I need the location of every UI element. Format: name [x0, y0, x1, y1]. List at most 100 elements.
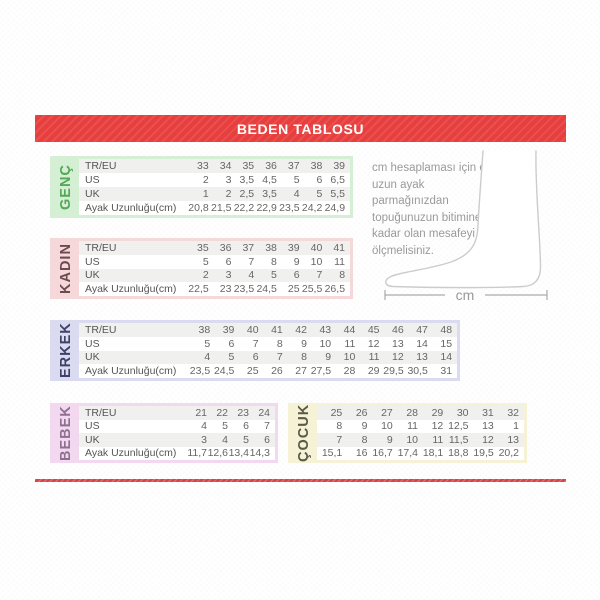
size-cell: 25 — [246, 365, 259, 378]
size-cell: 7 — [252, 337, 259, 350]
row-label: UK — [85, 351, 100, 364]
size-table-bebek: BEBEK TR/EU 21 22 23 24 US 4 5 6 7 UK 3 4 5 6 Ayak Uzun… — [50, 403, 278, 463]
size-table-cocuk: ÇOCUK 25 26 27 28 29 30 31 32 8 9 10 11 12 12,5 13 1 7 8 9… — [288, 403, 527, 463]
size-cell: 13 — [392, 337, 404, 350]
table-row: US 5 6 7 8 9 10 11 — [79, 254, 350, 269]
size-cell: 37 — [287, 160, 300, 172]
size-cell: 8 — [271, 255, 277, 268]
size-cell: 9 — [293, 255, 300, 268]
size-cell: 9 — [386, 433, 393, 446]
size-table-genc-label: GENÇ — [58, 164, 74, 210]
size-cell: 25,5 — [301, 283, 323, 296]
table-row: 7 8 9 10 11 11,5 12 13 — [317, 433, 524, 447]
size-cell: 7 — [336, 433, 343, 446]
row-label: UK — [85, 433, 100, 446]
table-row: Ayak Uzunluğu(cm) 23,5 24,5 25 26 27 27,5 28 29 2… — [79, 364, 457, 378]
size-cell: 10 — [343, 351, 356, 364]
row-label: Ayak Uzunluğu(cm) — [85, 283, 177, 296]
size-table-erkek: ERKEK TR/EU 38 39 40 41 42 43 44 45 46 47 48 US 5 6 7 8 9… — [50, 320, 460, 381]
size-cell: 3,5 — [262, 188, 277, 200]
foot-measurement-figure: cm — [383, 150, 549, 303]
size-cell: 39 — [333, 160, 346, 172]
size-cell: 36 — [265, 160, 277, 172]
size-cell: 10 — [310, 255, 323, 268]
foot-outline-path — [385, 150, 542, 289]
size-cell: 26 — [271, 365, 283, 378]
size-cell: 15,1 — [321, 447, 343, 460]
size-cell: 10 — [319, 337, 332, 350]
size-cell: 30 — [456, 406, 469, 419]
size-cell: 6,5 — [330, 174, 346, 186]
size-cell: 22,2 — [233, 202, 255, 214]
row-label: Ayak Uzunluğu(cm) — [85, 365, 177, 378]
table-row: US 5 6 7 8 9 10 11 12 13 14 15 — [79, 336, 457, 351]
size-cell: 31 — [482, 406, 494, 419]
size-cell: 31 — [440, 365, 453, 378]
table-row: UK 1 2 2,5 3,5 4 5 5,5 — [79, 187, 350, 201]
size-cell: 20,8 — [188, 202, 209, 214]
size-cell: 29 — [431, 406, 444, 419]
size-cell: 2 — [202, 174, 209, 186]
size-cell: 6 — [264, 433, 270, 446]
table-row: 15,1 16 16,7 17,4 18,1 18,8 19,5 20,2 — [317, 446, 524, 460]
row-label: Ayak Uzunluğu(cm) — [85, 447, 177, 460]
size-cell: 7 — [316, 269, 323, 282]
size-cell: 12,6 — [207, 447, 228, 460]
size-table-kadin-label: KADIN — [58, 243, 74, 294]
size-cell: 27 — [381, 406, 393, 419]
instruction-line: uzun ayak parmağınızdan — [372, 178, 449, 208]
size-cell: 2,5 — [239, 188, 255, 200]
size-cell: 4 — [248, 269, 255, 282]
table-row: TR/EU 38 39 40 41 42 43 44 45 46 47 48 — [79, 323, 457, 337]
size-cell: 5 — [316, 188, 323, 200]
size-cell: 12 — [431, 420, 444, 433]
size-cell: 11 — [334, 255, 346, 268]
size-cell: 38 — [310, 160, 323, 172]
size-cell: 10 — [381, 420, 393, 433]
row-label: US — [85, 420, 100, 433]
size-cell: 5,5 — [330, 188, 346, 200]
size-cell: 11 — [432, 433, 444, 446]
size-cell: 8 — [361, 433, 368, 446]
size-cell: 35 — [197, 241, 209, 254]
size-cell: 21 — [195, 406, 207, 419]
instruction-line: cm hesaplaması için en — [372, 162, 493, 174]
page-title: BEDEN TABLOSU — [236, 120, 365, 137]
size-cell: 3 — [201, 433, 207, 446]
size-cell: 42 — [295, 323, 307, 336]
size-cell: 12,5 — [448, 420, 469, 433]
table-row: Ayak Uzunluğu(cm) 11,7 12,6 13,4 14,3 — [79, 446, 275, 460]
size-cell: 28 — [343, 365, 356, 378]
instruction-line: kadar olan mesafeyi — [372, 228, 475, 240]
row-label: US — [85, 255, 100, 268]
size-cell: 18,1 — [422, 447, 444, 460]
table-row: US 2 3 3,5 4,5 5 6 6,5 — [79, 173, 350, 187]
size-cell: 24,2 — [301, 202, 323, 214]
size-cell: 6 — [243, 420, 249, 433]
size-cell: 16 — [355, 447, 368, 460]
size-cell: 27 — [295, 365, 307, 378]
size-cell: 7 — [264, 420, 270, 433]
size-table-kadin-rows: TR/EU 35 36 37 38 39 40 41 US 5 6 7 8 9 10 11 UK 2 3 4 5 6 7 8 A… — [79, 241, 350, 296]
size-cell: 5 — [204, 337, 211, 350]
size-cell: 44 — [343, 323, 356, 336]
size-cell: 6 — [293, 269, 300, 282]
size-cell: 26,5 — [324, 283, 346, 296]
table-row: US 4 5 6 7 — [79, 419, 275, 433]
size-cell: 30,5 — [407, 365, 428, 378]
size-cell: 6 — [228, 337, 235, 350]
size-cell: 43 — [319, 323, 332, 336]
size-cell: 24,9 — [324, 202, 346, 214]
size-cell: 24,5 — [213, 365, 235, 378]
row-label: UK — [85, 188, 100, 200]
size-cell: 1 — [513, 420, 519, 433]
table-row: Ayak Uzunluğu(cm) 22,5 23 23,5 24,5 25 25,5 26,… — [79, 282, 350, 296]
size-cell: 11 — [344, 337, 356, 350]
size-cell: 3 — [225, 174, 232, 186]
table-row: TR/EU 21 22 23 24 — [79, 406, 275, 420]
table-row: Ayak Uzunluğu(cm) 20,8 21,5 22,2 22,9 23,5 24,… — [79, 201, 350, 215]
size-cell: 22 — [216, 406, 228, 419]
table-row: UK 2 3 4 5 6 7 8 — [79, 268, 350, 283]
size-cell: 48 — [440, 323, 453, 336]
size-cell: 23,5 — [279, 202, 300, 214]
